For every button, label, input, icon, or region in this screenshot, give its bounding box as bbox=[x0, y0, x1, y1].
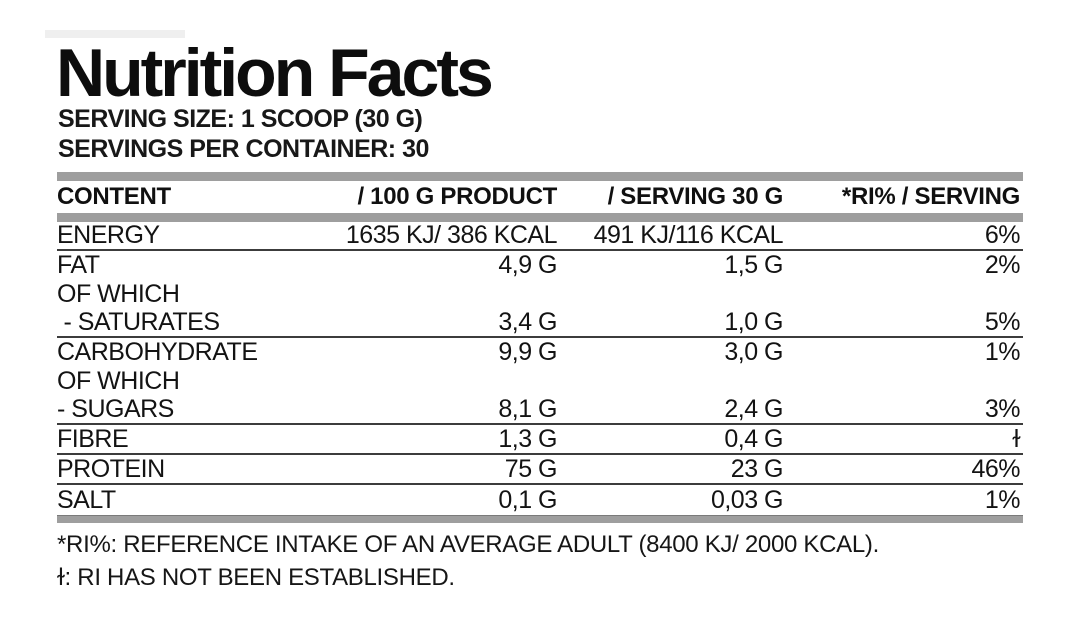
header-per-serving: / SERVING 30 G bbox=[607, 183, 784, 210]
row-label: CARBOHYDRATE bbox=[57, 338, 258, 366]
value-per-100g: 75 G bbox=[504, 455, 558, 483]
value-per-serving: 23 G bbox=[730, 455, 784, 483]
table-header-row: CONTENT / 100 G PRODUCT / SERVING 30 G *… bbox=[57, 181, 1023, 213]
value-per-100g: 1,3 G bbox=[498, 425, 557, 453]
row-label: - SATURATES bbox=[57, 308, 220, 336]
footnote-ri-not-established: ɫ: RI HAS NOT BEEN ESTABLISHED. bbox=[57, 564, 455, 591]
value-per-100g: 9,9 G bbox=[498, 338, 557, 366]
scan-artifact-strip bbox=[45, 30, 185, 38]
table-row-sugars: - SUGARS 8,1 G 2,4 G 3% bbox=[57, 395, 1023, 425]
row-label: ENERGY bbox=[57, 221, 160, 249]
serving-size-line: SERVING SIZE: 1 SCOOP (30 G) bbox=[58, 105, 423, 133]
value-ri-not-established: ɫ bbox=[1012, 425, 1020, 453]
row-label: OF WHICH bbox=[57, 367, 180, 395]
value-ri: 1% bbox=[984, 338, 1021, 366]
value-per-100g: 0,1 G bbox=[498, 486, 557, 514]
row-label: PROTEIN bbox=[57, 455, 165, 483]
row-label: SALT bbox=[57, 486, 116, 514]
table-row-protein: PROTEIN 75 G 23 G 46% bbox=[57, 455, 1023, 485]
table-row-fat: FAT 4,9 G 1,5 G 2% bbox=[57, 251, 1023, 280]
servings-per-container-line: SERVINGS PER CONTAINER: 30 bbox=[58, 135, 429, 163]
value-per-serving: 1,5 G bbox=[724, 251, 783, 279]
value-ri: 46% bbox=[971, 455, 1020, 483]
row-label: FIBRE bbox=[57, 425, 129, 453]
value-per-100g: 1635 KJ/ 386 KCAL bbox=[345, 221, 558, 249]
table-row-of-which-fat: OF WHICH bbox=[57, 280, 1023, 309]
value-per-serving: 0,03 G bbox=[710, 486, 784, 514]
row-label: - SUGARS bbox=[57, 395, 174, 423]
value-per-serving: 0,4 G bbox=[724, 425, 783, 453]
table-top-divider-bar bbox=[57, 172, 1023, 181]
nutrition-table: CONTENT / 100 G PRODUCT / SERVING 30 G *… bbox=[57, 172, 1023, 523]
value-per-serving: 3,0 G bbox=[724, 338, 783, 366]
value-per-100g: 4,9 G bbox=[498, 251, 557, 279]
table-row-salt: SALT 0,1 G 0,03 G 1% bbox=[57, 485, 1023, 515]
table-row-saturates: - SATURATES 3,4 G 1,0 G 5% bbox=[57, 308, 1023, 338]
footnote-ri-definition: *RI%: REFERENCE INTAKE OF AN AVERAGE ADU… bbox=[57, 531, 879, 558]
row-label: FAT bbox=[57, 251, 100, 279]
row-label: OF WHICH bbox=[57, 280, 180, 308]
value-per-100g: 3,4 G bbox=[498, 308, 557, 336]
value-per-serving: 2,4 G bbox=[724, 395, 783, 423]
table-row-fibre: FIBRE 1,3 G 0,4 G ɫ bbox=[57, 425, 1023, 455]
header-per-100g: / 100 G PRODUCT bbox=[357, 183, 557, 210]
value-per-100g: 8,1 G bbox=[498, 395, 557, 423]
page-title: Nutrition Facts bbox=[56, 35, 494, 111]
value-ri: 5% bbox=[984, 308, 1021, 336]
header-content: CONTENT bbox=[57, 183, 171, 210]
value-per-serving: 491 KJ/116 KCAL bbox=[593, 221, 784, 249]
table-row-carbohydrate: CARBOHYDRATE 9,9 G 3,0 G 1% bbox=[57, 338, 1023, 367]
header-ri-per-serving: *RI% / SERVING bbox=[841, 183, 1020, 210]
table-row-energy: ENERGY 1635 KJ/ 386 KCAL 491 KJ/116 KCAL… bbox=[57, 221, 1023, 251]
value-per-serving: 1,0 G bbox=[724, 308, 783, 336]
table-bottom-divider-bar bbox=[57, 515, 1023, 523]
table-header-divider-bar bbox=[57, 213, 1023, 222]
value-ri: 2% bbox=[984, 251, 1021, 279]
value-ri: 1% bbox=[984, 486, 1021, 514]
value-ri: 6% bbox=[984, 221, 1021, 249]
value-ri: 3% bbox=[984, 395, 1021, 423]
table-row-of-which-carb: OF WHICH bbox=[57, 367, 1023, 396]
